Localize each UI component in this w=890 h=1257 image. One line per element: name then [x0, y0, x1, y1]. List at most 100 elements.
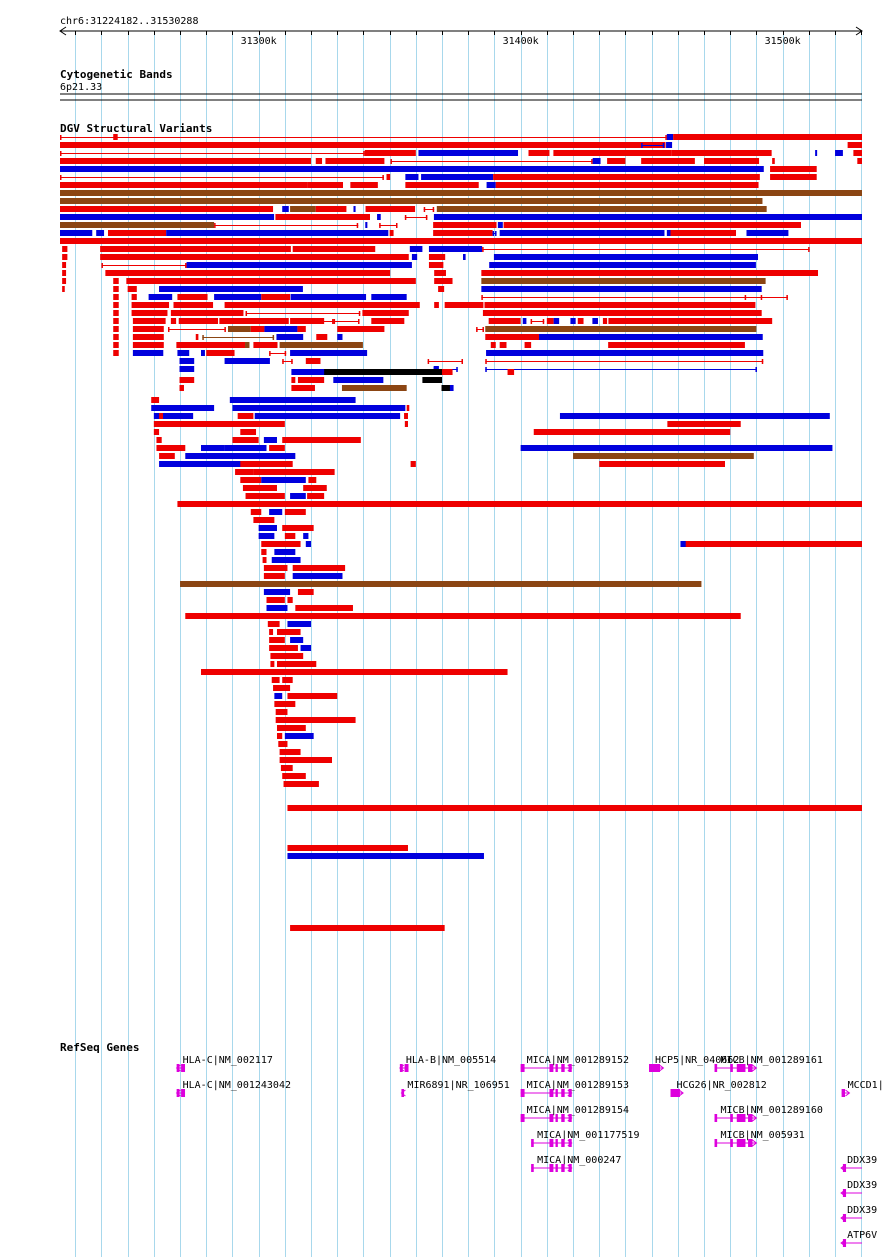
variant-end-cap	[481, 295, 483, 300]
structural-variant	[386, 174, 391, 180]
structural-variant	[282, 677, 293, 683]
structural-variant	[263, 573, 285, 579]
structural-variant	[553, 318, 560, 324]
structural-variant	[495, 182, 759, 188]
structural-variant	[62, 262, 67, 268]
structural-variant	[270, 661, 275, 667]
structural-variant	[279, 749, 301, 755]
structural-variant	[179, 385, 184, 391]
gene-exon	[841, 1089, 846, 1097]
gene-exon	[401, 1089, 405, 1097]
variant-end-cap	[358, 311, 361, 316]
structural-variant	[276, 733, 283, 739]
structural-variant	[176, 342, 246, 348]
variant-end-cap	[427, 359, 430, 364]
structural-variant	[253, 469, 335, 475]
structural-variant	[704, 158, 760, 164]
structural-variant	[227, 326, 251, 332]
variant-end-cap	[476, 327, 478, 332]
structural-variant	[428, 246, 483, 252]
gene-exon	[549, 1114, 554, 1122]
structural-variant	[685, 541, 862, 547]
structural-variant	[113, 294, 119, 300]
structural-variant	[62, 246, 68, 252]
structural-variant	[305, 541, 312, 547]
variant-end-cap	[744, 295, 747, 300]
variant-end-cap	[245, 311, 248, 316]
variant-end-cap	[492, 231, 495, 236]
gene-label: HLA-B|NM_005514	[406, 1055, 496, 1066]
gene-exon	[531, 1139, 534, 1147]
structural-variant	[261, 541, 301, 547]
structural-variant	[307, 182, 344, 188]
structural-variant	[100, 254, 409, 260]
structural-variant	[258, 525, 277, 531]
structural-variant	[490, 342, 496, 348]
structural-variant	[362, 310, 409, 316]
structural-variant	[292, 573, 343, 579]
structural-variant	[261, 549, 267, 555]
structural-variant	[746, 230, 789, 236]
structural-variant	[170, 310, 244, 316]
structural-variant	[113, 278, 119, 284]
structural-variant	[148, 294, 173, 300]
structural-variant	[305, 358, 321, 364]
structural-variant	[237, 413, 254, 419]
structural-variant	[245, 342, 250, 348]
gene-exon	[555, 1089, 558, 1097]
structural-variant	[60, 190, 862, 196]
variant-end-cap	[641, 143, 643, 148]
variant-end-cap	[461, 359, 464, 364]
structural-variant	[132, 350, 164, 356]
structural-variant	[499, 342, 507, 348]
variant-end-cap	[333, 319, 336, 324]
structural-variant	[276, 629, 301, 635]
gene-exon	[730, 1064, 733, 1072]
structural-variant	[173, 302, 214, 308]
gene-label: MICB|NM_001289160	[721, 1105, 823, 1116]
structural-variant	[159, 461, 249, 467]
gene-exon	[714, 1064, 718, 1072]
gene-exon	[561, 1164, 565, 1172]
gene-exon	[520, 1064, 525, 1072]
gene-exon	[176, 1064, 180, 1072]
variant-end-cap	[482, 247, 484, 252]
strand-arrow-right-icon	[678, 1089, 684, 1097]
variant-end-cap	[179, 367, 182, 372]
structural-variant	[96, 230, 105, 236]
structural-variant	[290, 318, 325, 324]
structural-variant	[559, 413, 830, 419]
structural-variant	[235, 469, 254, 475]
structural-variant	[418, 150, 519, 156]
structural-variant	[60, 158, 312, 164]
gene-exon	[568, 1089, 572, 1097]
structural-variant	[592, 158, 601, 164]
variant-end-cap	[530, 319, 533, 324]
structural-variant	[274, 693, 283, 699]
structural-variant	[113, 318, 119, 324]
structural-variant	[250, 326, 265, 332]
structural-variant	[341, 385, 407, 391]
structural-variant	[287, 805, 862, 811]
variant-end-cap	[101, 263, 103, 268]
structural-variant	[300, 645, 312, 651]
structural-variant	[271, 677, 280, 683]
structural-variant	[522, 318, 527, 324]
gene-exon	[748, 1139, 753, 1147]
structural-variant	[325, 158, 385, 164]
variant-end-cap	[185, 263, 187, 268]
structural-variant	[62, 278, 67, 284]
structural-variant	[570, 318, 576, 324]
gene-exon	[520, 1089, 525, 1097]
variant-end-cap	[495, 231, 497, 236]
structural-variant	[113, 302, 119, 308]
structural-variant	[177, 501, 863, 507]
strand-arrow-left-icon	[400, 1089, 406, 1097]
variant-end-cap	[167, 327, 170, 332]
gene-exon	[568, 1064, 572, 1072]
gene-exon	[561, 1114, 565, 1122]
structural-variant	[577, 318, 584, 324]
structural-variant	[371, 294, 407, 300]
variant-end-cap	[379, 223, 381, 228]
structural-variant	[177, 350, 190, 356]
